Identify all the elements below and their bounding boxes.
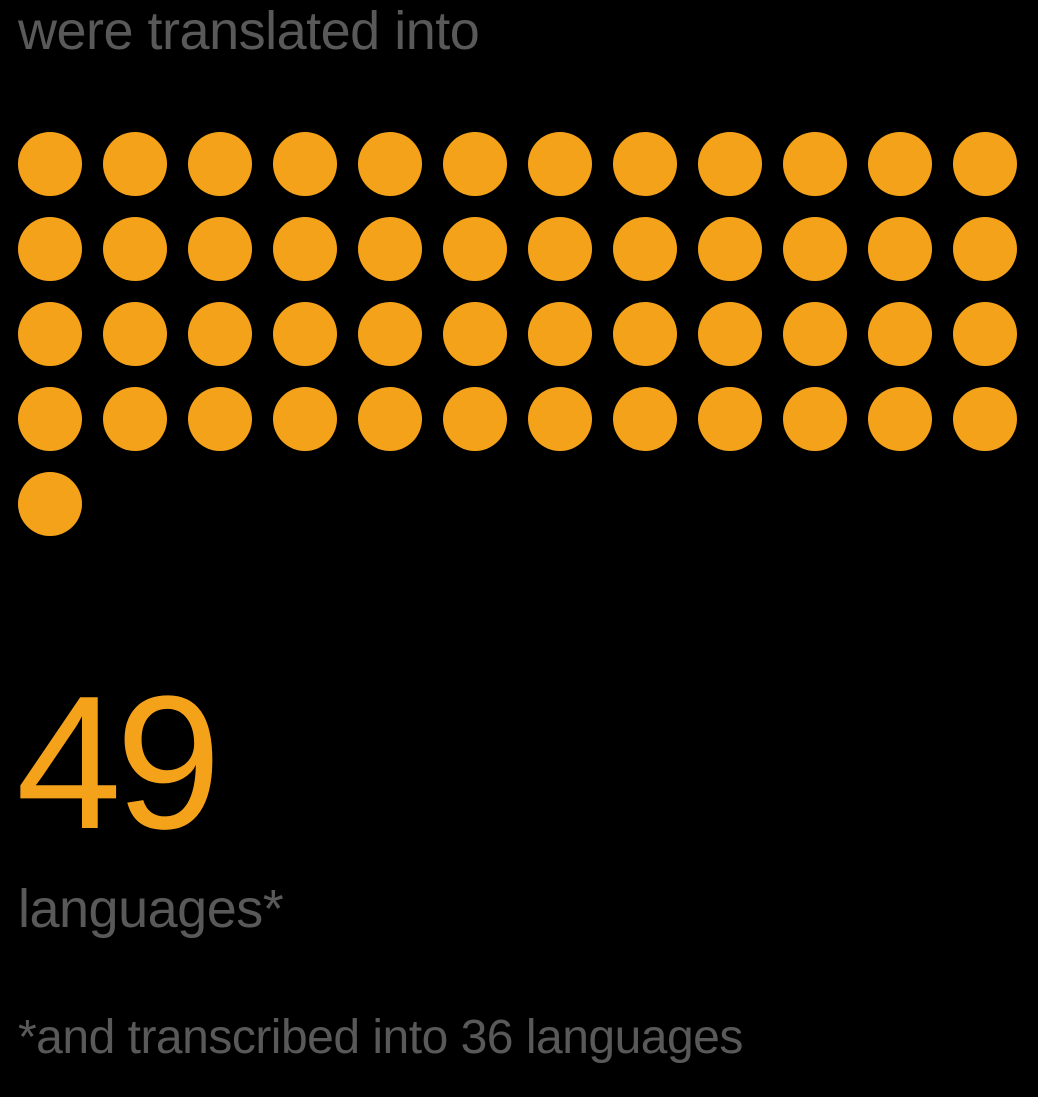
dot-icon: [783, 217, 847, 281]
dot-icon: [443, 217, 507, 281]
dot-icon: [868, 217, 932, 281]
dot-icon: [18, 472, 82, 536]
dot-icon: [103, 132, 167, 196]
dot-icon: [868, 302, 932, 366]
dot-icon: [18, 132, 82, 196]
dot-icon: [953, 132, 1017, 196]
dot-row: [18, 302, 1017, 366]
dot-icon: [698, 302, 762, 366]
dot-icon: [613, 387, 677, 451]
dot-icon: [698, 217, 762, 281]
dot-icon: [528, 387, 592, 451]
dot-icon: [103, 302, 167, 366]
heading-text: were translated into: [18, 0, 479, 62]
dot-icon: [953, 302, 1017, 366]
dot-icon: [273, 387, 337, 451]
dot-icon: [103, 217, 167, 281]
dot-icon: [613, 217, 677, 281]
dot-row: [18, 132, 1017, 196]
dot-icon: [188, 387, 252, 451]
dot-icon: [443, 387, 507, 451]
dot-icon: [188, 132, 252, 196]
infographic-card: were translated into 49 languages* *and …: [0, 0, 1038, 1097]
dot-icon: [443, 132, 507, 196]
dot-icon: [273, 302, 337, 366]
dot-row: [18, 387, 1017, 451]
dot-icon: [613, 132, 677, 196]
dot-icon: [358, 302, 422, 366]
dot-icon: [18, 217, 82, 281]
dot-icon: [273, 132, 337, 196]
dot-icon: [953, 387, 1017, 451]
stat-number: 49: [16, 668, 215, 858]
footnote-text: *and transcribed into 36 languages: [18, 1010, 743, 1065]
dot-icon: [528, 132, 592, 196]
dot-row: [18, 217, 1017, 281]
dot-row: [18, 472, 1017, 536]
dot-icon: [188, 217, 252, 281]
dot-icon: [613, 302, 677, 366]
dot-icon: [358, 217, 422, 281]
dot-icon: [443, 302, 507, 366]
dot-icon: [953, 217, 1017, 281]
dot-pictogram-grid: [18, 132, 1017, 536]
dot-icon: [18, 387, 82, 451]
dot-icon: [868, 132, 932, 196]
dot-icon: [528, 302, 592, 366]
dot-icon: [528, 217, 592, 281]
dot-icon: [698, 387, 762, 451]
dot-icon: [358, 132, 422, 196]
dot-icon: [783, 132, 847, 196]
dot-icon: [188, 302, 252, 366]
stat-unit-label: languages*: [18, 878, 283, 940]
dot-icon: [698, 132, 762, 196]
dot-icon: [868, 387, 932, 451]
dot-icon: [18, 302, 82, 366]
dot-icon: [358, 387, 422, 451]
dot-icon: [783, 387, 847, 451]
dot-icon: [103, 387, 167, 451]
dot-icon: [783, 302, 847, 366]
dot-icon: [273, 217, 337, 281]
